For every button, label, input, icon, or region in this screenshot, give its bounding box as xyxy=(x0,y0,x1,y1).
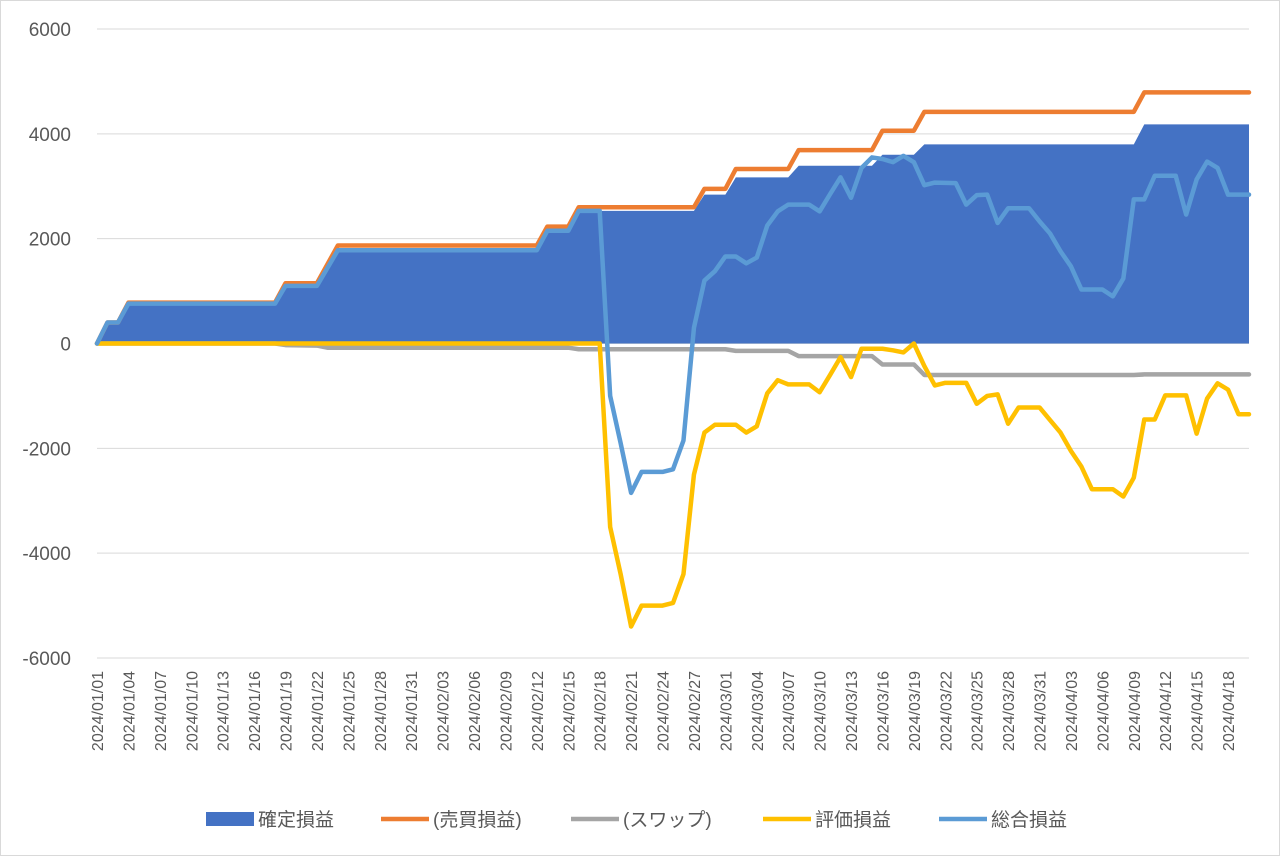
x-tick-label: 2024/02/06 xyxy=(467,671,484,751)
series-line-4 xyxy=(94,153,1252,496)
x-tick-label: 2024/03/07 xyxy=(781,671,798,751)
x-tick-label: 2024/02/21 xyxy=(624,671,641,751)
x-tick-label: 2024/01/31 xyxy=(404,671,421,751)
x-tick-label: 2024/04/06 xyxy=(1095,671,1112,751)
x-tick-label: 2024/03/25 xyxy=(970,671,987,751)
x-tick-label: 2024/01/13 xyxy=(216,671,233,751)
legend-label: (売買損益) xyxy=(433,809,522,831)
x-tick-label: 2024/03/31 xyxy=(1033,671,1050,751)
x-tick-label: 2024/02/09 xyxy=(498,671,515,751)
x-tick-label: 2024/04/18 xyxy=(1221,671,1238,751)
x-tick-label: 2024/02/12 xyxy=(530,671,547,751)
x-tick-label: 2024/02/03 xyxy=(436,671,453,751)
series-area-0 xyxy=(97,124,1249,344)
x-tick-label: 2024/03/16 xyxy=(875,671,892,751)
series-line-2 xyxy=(94,341,1252,378)
legend-label: 評価損益 xyxy=(815,809,891,831)
x-tick-label: 2024/02/18 xyxy=(593,671,610,751)
x-tick-label: 2024/03/10 xyxy=(813,671,830,751)
x-tick-label: 2024/04/03 xyxy=(1064,671,1081,751)
y-tick-label: 0 xyxy=(60,335,71,356)
y-tick-label: 6000 xyxy=(29,20,71,41)
x-tick-label: 2024/02/24 xyxy=(656,671,673,751)
x-tick-label: 2024/03/13 xyxy=(844,671,861,751)
x-axis-tick-labels: 2024/01/01 2024/01/04 2024/01/07 2024/01/10… xyxy=(90,671,1238,751)
legend-label: 確定損益 xyxy=(258,809,334,831)
x-tick-label: 2024/01/25 xyxy=(341,671,358,751)
legend-label: (スワップ) xyxy=(623,809,712,831)
y-tick-label: -4000 xyxy=(22,544,71,565)
x-tick-label: 2024/03/04 xyxy=(750,671,767,751)
x-tick-label: 2024/03/22 xyxy=(938,671,955,751)
x-tick-label: 2024/01/19 xyxy=(279,671,296,751)
x-tick-label: 2024/01/07 xyxy=(153,671,170,751)
y-tick-label: -6000 xyxy=(22,649,71,670)
y-axis-tick-labels: 6000 4000 2000 0 -2000 -4000 -6000 xyxy=(22,20,71,670)
x-tick-label: 2024/04/09 xyxy=(1127,671,1144,751)
x-tick-label: 2024/01/22 xyxy=(310,671,327,751)
y-tick-label: 2000 xyxy=(29,230,71,251)
x-tick-label: 2024/02/15 xyxy=(561,671,578,751)
x-tick-label: 2024/02/27 xyxy=(687,671,704,751)
legend: 確定損益 (売買損益) (スワップ) 評価損益 総合損益 xyxy=(206,809,1067,831)
legend-label: 総合損益 xyxy=(991,809,1067,831)
x-tick-label: 2024/01/04 xyxy=(121,671,138,751)
x-tick-label: 2024/04/12 xyxy=(1158,671,1175,751)
x-tick-label: 2024/03/01 xyxy=(718,671,735,751)
area-series xyxy=(97,124,1249,344)
x-tick-label: 2024/01/01 xyxy=(90,671,107,751)
x-tick-label: 2024/01/16 xyxy=(247,671,264,751)
x-tick-label: 2024/03/19 xyxy=(907,671,924,751)
legend-swatch xyxy=(206,812,254,826)
y-tick-label: -2000 xyxy=(22,439,71,460)
x-tick-label: 2024/01/28 xyxy=(373,671,390,751)
series-line-3 xyxy=(94,341,1252,629)
line-series xyxy=(94,90,1252,629)
y-tick-label: 4000 xyxy=(29,125,71,146)
x-tick-label: 2024/04/15 xyxy=(1190,671,1207,751)
x-tick-label: 2024/03/28 xyxy=(1001,671,1018,751)
x-tick-label: 2024/01/10 xyxy=(184,671,201,751)
